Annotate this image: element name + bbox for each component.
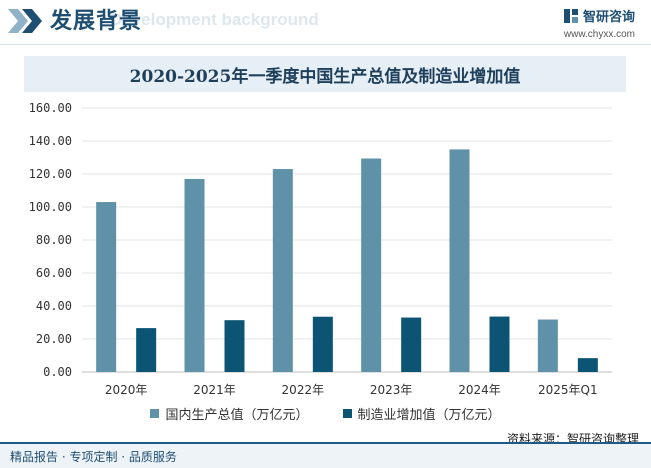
bar-gdp xyxy=(537,319,558,372)
bar-chart: 0.00 20.00 40.00 60.00 80.00 100.00 120.00 140.… xyxy=(29,101,612,396)
legend-swatch-gdp xyxy=(150,409,160,418)
bar-manufacturing xyxy=(401,317,422,372)
bar-manufacturing xyxy=(489,316,510,372)
brand-name: 智研咨询 xyxy=(582,10,635,25)
header-divider xyxy=(0,44,651,45)
y-tick-label: 160.00 xyxy=(29,101,72,115)
brand: 智研咨询 www.chyxx.com xyxy=(563,6,635,40)
bar-manufacturing xyxy=(136,328,157,372)
bar-gdp xyxy=(449,149,470,372)
bar-manufacturing xyxy=(577,358,598,372)
page-title: 发展背景 xyxy=(50,9,143,34)
legend-item-manufacturing: 制造业增加值（万亿元） xyxy=(342,404,501,423)
x-tick-label: 2025年Q1 xyxy=(538,383,598,396)
x-tick-label: 2022年 xyxy=(282,383,325,396)
y-tick-label: 120.00 xyxy=(29,167,72,181)
chart-title: 2020-2025年一季度中国生产总值及制造业增加值 xyxy=(129,66,521,87)
footer-slogan: 精品报告 · 专项定制 · 品质服务 xyxy=(10,450,177,464)
header: Development background 发展背景 智研咨询 www.chy… xyxy=(0,0,651,48)
brand-url: www.chyxx.com xyxy=(563,29,635,40)
y-tick-label: 0.00 xyxy=(43,365,72,379)
y-tick-label: 40.00 xyxy=(36,299,72,313)
x-tick-label: 2021年 xyxy=(193,383,236,396)
bar-gdp xyxy=(96,202,117,372)
legend-label-manufacturing: 制造业增加值（万亿元） xyxy=(357,408,501,423)
bar-gdp xyxy=(361,158,382,372)
y-tick-label: 100.00 xyxy=(29,200,72,214)
page-subtitle: Development background xyxy=(110,10,319,29)
y-tick-label: 80.00 xyxy=(36,233,72,247)
y-tick-label: 20.00 xyxy=(36,332,72,346)
chart-title-bar: 2020-2025年一季度中国生产总值及制造业增加值 xyxy=(24,56,626,92)
x-tick-label: 2024年 xyxy=(458,383,501,396)
x-tick-label: 2023年 xyxy=(370,383,413,396)
legend: 国内生产总值（万亿元） 制造业增加值（万亿元） xyxy=(0,404,651,423)
bar-gdp xyxy=(272,169,293,372)
bar-manufacturing xyxy=(312,316,333,372)
footer-accent-line xyxy=(0,442,651,444)
legend-item-gdp: 国内生产总值（万亿元） xyxy=(150,404,309,423)
bar-gdp xyxy=(184,178,205,372)
legend-swatch-manufacturing xyxy=(342,409,352,418)
y-tick-label: 140.00 xyxy=(29,134,72,148)
chevron-right-icon xyxy=(8,9,42,33)
legend-label-gdp: 国内生产总值（万亿元） xyxy=(165,408,309,423)
chyxx-logo-icon xyxy=(563,8,578,23)
footer-bar: 精品报告 · 专项定制 · 品质服务 xyxy=(0,442,651,468)
bar-manufacturing xyxy=(224,320,245,372)
x-tick-label: 2020年 xyxy=(105,383,148,396)
y-tick-label: 60.00 xyxy=(36,266,72,280)
